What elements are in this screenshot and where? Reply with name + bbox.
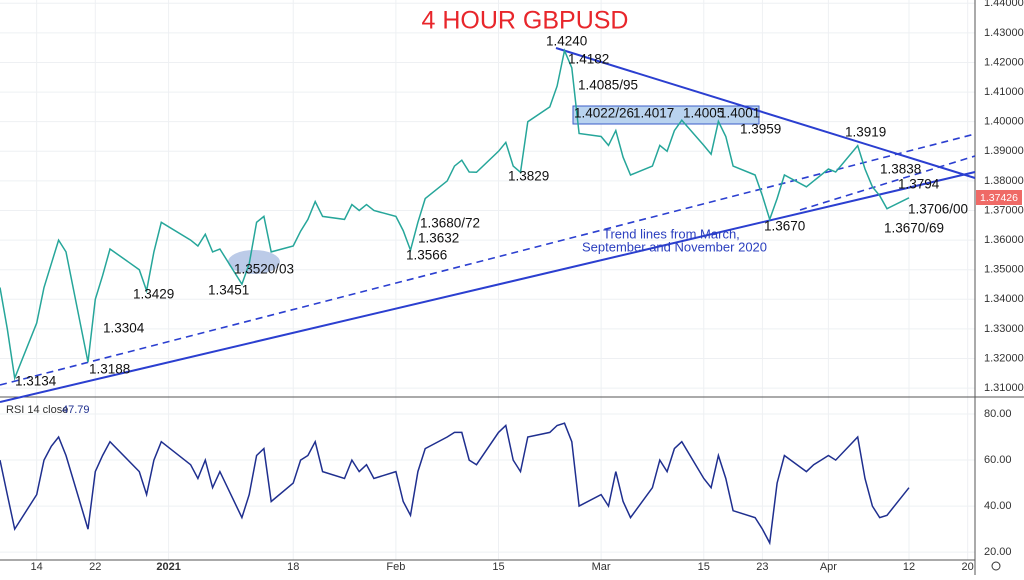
price-annotation: 1.4017 — [633, 106, 674, 121]
price-annotation: 1.3838 — [880, 162, 921, 177]
price-annotation: 1.3919 — [845, 125, 886, 140]
price-annotation: 1.3670/69 — [884, 221, 944, 236]
y-tick-label: 1.42000 — [984, 56, 1024, 68]
x-tick-label: 23 — [756, 561, 768, 573]
y-tick-label: 1.39000 — [984, 145, 1024, 157]
price-annotation: 1.3959 — [740, 122, 781, 137]
plot — [0, 48, 910, 546]
annotation-note: Trend lines from March, — [603, 226, 740, 241]
price-annotation: 1.3670 — [764, 219, 805, 234]
price-annotation: 1.3429 — [133, 287, 174, 302]
x-tick-label: Feb — [386, 561, 405, 573]
x-tick-label: 18 — [287, 561, 299, 573]
grid — [0, 0, 975, 560]
price-annotation: 1.3632 — [418, 231, 459, 246]
y-tick-label: 1.31000 — [984, 382, 1024, 394]
rsi-last-value: 47.79 — [62, 404, 90, 416]
y-tick-label: 1.32000 — [984, 352, 1024, 364]
trend-line — [555, 47, 976, 179]
y-tick-label: 1.38000 — [984, 175, 1024, 187]
x-tick-label: 2021 — [156, 561, 180, 573]
price-annotation: 1.4001 — [719, 106, 760, 121]
x-tick-label: Apr — [820, 561, 837, 573]
price-annotation: 1.4085/95 — [578, 78, 638, 93]
price-annotation: 1.3304 — [103, 321, 145, 336]
last-price-label: 1.37426 — [980, 192, 1018, 204]
x-tick-label: 22 — [89, 561, 101, 573]
price-annotation: 1.4005 — [683, 106, 724, 121]
highlight-box — [572, 105, 760, 125]
rsi-title: RSI 14 close — [6, 404, 68, 416]
y-tick-label: 1.35000 — [984, 264, 1024, 276]
highlight-ellipse — [228, 250, 280, 274]
last-price-box — [976, 190, 1022, 205]
y-tick-label: 1.36000 — [984, 234, 1024, 246]
y-tick-label: 1.41000 — [984, 86, 1024, 98]
trend-line — [0, 171, 976, 403]
price-annotation: 1.3451 — [208, 283, 249, 298]
settings-icon[interactable] — [991, 561, 1001, 571]
price-annotation: 1.3520/03 — [234, 262, 294, 277]
y-tick-label: 1.44000 — [984, 0, 1024, 9]
price-annotation: 1.3188 — [89, 362, 130, 377]
price-annotation: 1.4240 — [546, 34, 587, 49]
series-line — [0, 422, 910, 546]
price-annotation: 1.3566 — [406, 248, 447, 263]
y-tick-label: 1.43000 — [984, 27, 1024, 39]
price-annotation: 1.3794 — [898, 177, 940, 192]
series-line — [0, 48, 910, 381]
price-annotation: 1.3680/72 — [420, 216, 480, 231]
annotation-note: September and November 2020 — [582, 239, 767, 254]
chart-title: 4 HOUR GBPUSD — [422, 7, 629, 35]
trend-line — [799, 155, 976, 211]
x-tick-label: 15 — [492, 561, 504, 573]
price-annotation: 1.3134 — [15, 374, 57, 389]
y-tick-label: 1.34000 — [984, 293, 1024, 305]
y-tick-label: 1.33000 — [984, 323, 1024, 335]
y-tick-label: 40.00 — [984, 500, 1012, 512]
price-annotation: 1.4022/26 — [574, 106, 634, 121]
price-annotation: 1.3829 — [508, 169, 549, 184]
y-tick-label: 20.00 — [984, 546, 1012, 558]
price-annotation: 1.4182 — [568, 52, 609, 67]
x-tick-label: 20 — [962, 561, 974, 573]
y-tick-label: 1.40000 — [984, 116, 1024, 128]
x-tick-label: 12 — [903, 561, 915, 573]
y-tick-label: 80.00 — [984, 408, 1012, 420]
y-tick-label: 60.00 — [984, 454, 1012, 466]
x-tick-label: 14 — [31, 561, 43, 573]
y-tick-label: 1.37000 — [984, 204, 1024, 216]
x-tick-label: 15 — [698, 561, 710, 573]
x-tick-label: Mar — [592, 561, 611, 573]
price-annotation: 1.3706/00 — [908, 202, 968, 217]
